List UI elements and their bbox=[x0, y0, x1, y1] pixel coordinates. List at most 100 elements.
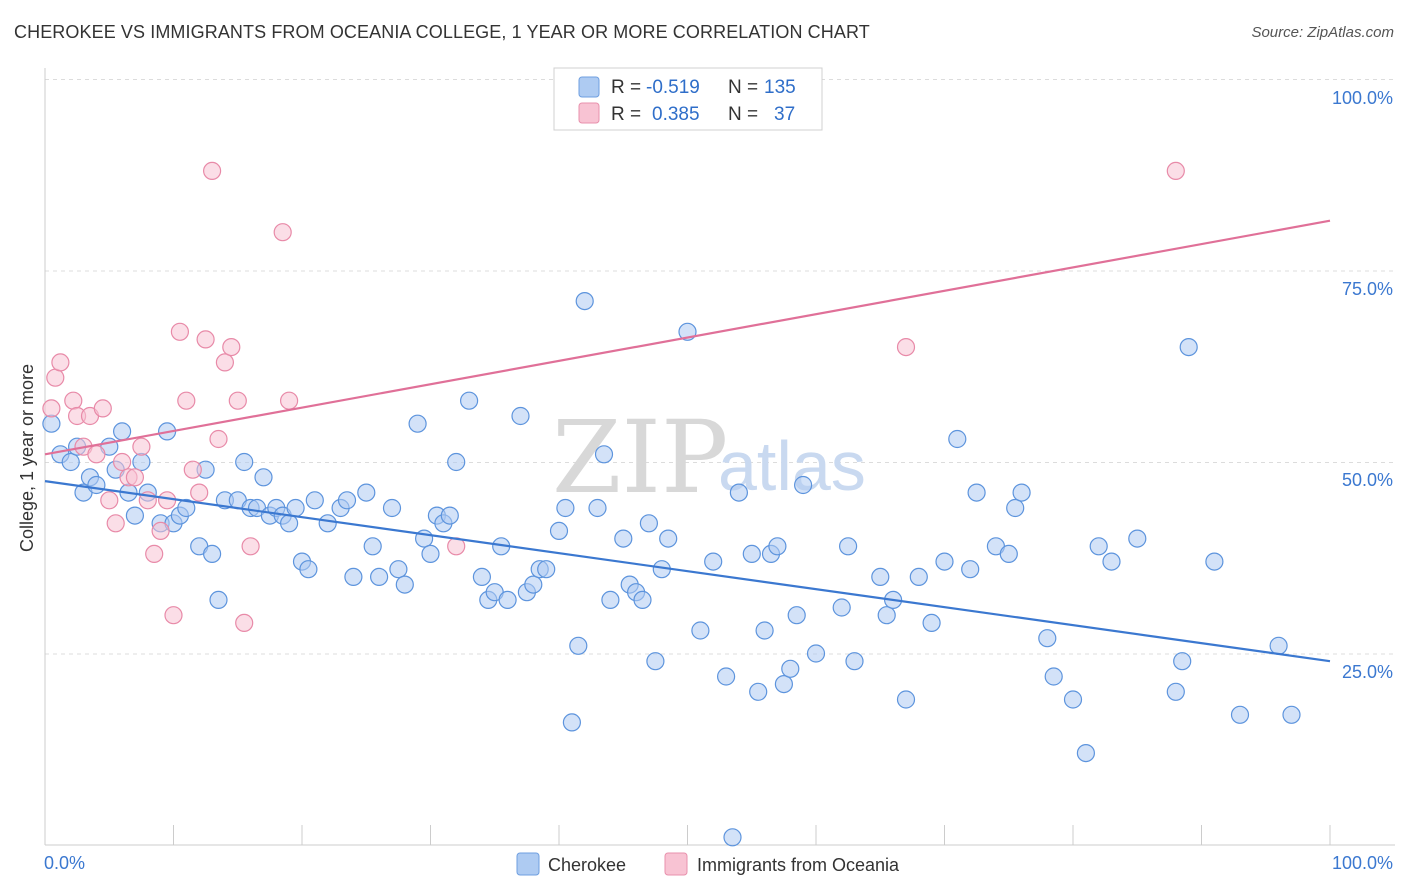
legend-n-label-1: N = bbox=[728, 77, 758, 98]
point-cherokee bbox=[382, 498, 402, 518]
point-cherokee bbox=[774, 674, 794, 694]
point-cherokee bbox=[1173, 652, 1192, 671]
point-cherokee bbox=[755, 621, 774, 640]
point-cherokee bbox=[594, 445, 614, 464]
trend-line-oceania bbox=[44, 219, 1331, 456]
watermark-zip: ZIP bbox=[552, 399, 728, 516]
point-cherokee bbox=[421, 544, 440, 564]
point-cherokee bbox=[1044, 667, 1063, 686]
point-cherokee bbox=[909, 567, 928, 587]
data-points bbox=[42, 161, 1301, 847]
point-oceania bbox=[228, 391, 247, 410]
point-cherokee bbox=[1076, 743, 1096, 763]
point-oceania bbox=[46, 368, 65, 387]
bottom-legend-label-cherokee: Cherokee bbox=[548, 855, 626, 875]
point-cherokee bbox=[498, 590, 517, 610]
x-tick-label-0: 0.0% bbox=[44, 853, 85, 873]
point-cherokee bbox=[877, 606, 896, 625]
point-oceania bbox=[222, 338, 241, 357]
point-cherokee bbox=[556, 498, 575, 518]
legend-r-value-1: -0.519 bbox=[646, 77, 700, 98]
point-cherokee bbox=[1063, 690, 1083, 709]
point-cherokee bbox=[742, 544, 761, 564]
point-oceania bbox=[158, 491, 177, 510]
y-tick-label-100: 100.0% bbox=[1332, 88, 1393, 108]
point-cherokee bbox=[768, 537, 787, 556]
legend-n-label-2: N = bbox=[728, 104, 758, 125]
point-cherokee bbox=[389, 560, 408, 579]
point-cherokee bbox=[112, 422, 132, 441]
legend-r-label-1: R = bbox=[611, 77, 641, 98]
point-cherokee bbox=[1128, 529, 1147, 548]
y-axis-label: College, 1 year or more bbox=[17, 364, 37, 552]
point-cherokee bbox=[440, 506, 459, 525]
point-oceania bbox=[51, 353, 70, 372]
point-cherokee bbox=[511, 406, 530, 426]
point-cherokee bbox=[838, 537, 858, 556]
point-cherokee bbox=[639, 514, 659, 533]
point-cherokee bbox=[787, 606, 806, 625]
point-oceania bbox=[203, 161, 222, 180]
point-cherokee bbox=[569, 636, 588, 655]
bottom-legend-label-oceania: Immigrants from Oceania bbox=[697, 855, 900, 875]
point-cherokee bbox=[1166, 682, 1185, 701]
x-tick-label-100: 100.0% bbox=[1332, 853, 1393, 873]
point-cherokee bbox=[408, 414, 427, 433]
point-oceania bbox=[215, 353, 234, 372]
point-cherokee bbox=[659, 529, 678, 548]
trend-line-cherokee bbox=[44, 480, 1331, 663]
point-cherokee bbox=[318, 514, 337, 533]
point-oceania bbox=[87, 445, 106, 464]
point-cherokee bbox=[177, 498, 196, 518]
point-oceania bbox=[235, 613, 254, 633]
point-cherokee bbox=[286, 498, 305, 518]
legend-r-value-2: 0.385 bbox=[652, 104, 700, 125]
point-oceania bbox=[132, 437, 151, 456]
point-cherokee bbox=[896, 690, 916, 709]
point-cherokee bbox=[961, 560, 980, 579]
point-oceania bbox=[190, 483, 209, 502]
point-cherokee bbox=[1269, 636, 1288, 655]
point-cherokee bbox=[305, 491, 324, 510]
point-cherokee bbox=[935, 552, 954, 571]
point-oceania bbox=[241, 537, 260, 556]
point-oceania bbox=[183, 460, 202, 479]
bottom-legend-swatch-cherokee bbox=[516, 852, 540, 876]
point-cherokee bbox=[1179, 338, 1198, 357]
point-cherokee bbox=[1230, 705, 1250, 724]
gridlines bbox=[45, 79, 1395, 655]
point-cherokee bbox=[42, 414, 61, 433]
point-cherokee bbox=[524, 575, 543, 594]
y-tick-label-75: 75.0% bbox=[1342, 279, 1393, 299]
point-oceania bbox=[177, 391, 196, 410]
point-cherokee bbox=[633, 590, 652, 610]
point-oceania bbox=[273, 223, 292, 242]
point-oceania bbox=[164, 606, 183, 625]
point-cherokee bbox=[601, 590, 620, 610]
point-cherokee bbox=[549, 521, 569, 541]
legend-r-label-2: R = bbox=[611, 104, 641, 125]
point-oceania bbox=[42, 399, 61, 418]
point-cherokee bbox=[1102, 552, 1121, 571]
point-cherokee bbox=[203, 544, 222, 564]
point-cherokee bbox=[337, 491, 357, 510]
point-cherokee bbox=[614, 529, 633, 548]
point-oceania bbox=[280, 391, 299, 410]
point-cherokee bbox=[299, 560, 318, 579]
point-cherokee bbox=[1012, 483, 1031, 502]
point-cherokee bbox=[460, 391, 479, 410]
point-cherokee bbox=[871, 567, 890, 587]
point-cherokee bbox=[691, 621, 710, 640]
point-cherokee bbox=[832, 598, 851, 617]
point-cherokee bbox=[87, 475, 106, 495]
chart-title: CHEROKEE VS IMMIGRANTS FROM OCEANIA COLL… bbox=[14, 22, 870, 42]
point-oceania bbox=[170, 322, 189, 341]
legend-n-value-1: 135 bbox=[764, 77, 796, 98]
point-cherokee bbox=[209, 590, 228, 610]
point-cherokee bbox=[254, 468, 273, 487]
point-oceania bbox=[100, 491, 119, 510]
point-cherokee bbox=[967, 483, 986, 502]
y-tick-label-25: 25.0% bbox=[1342, 662, 1393, 682]
point-cherokee bbox=[447, 452, 466, 472]
